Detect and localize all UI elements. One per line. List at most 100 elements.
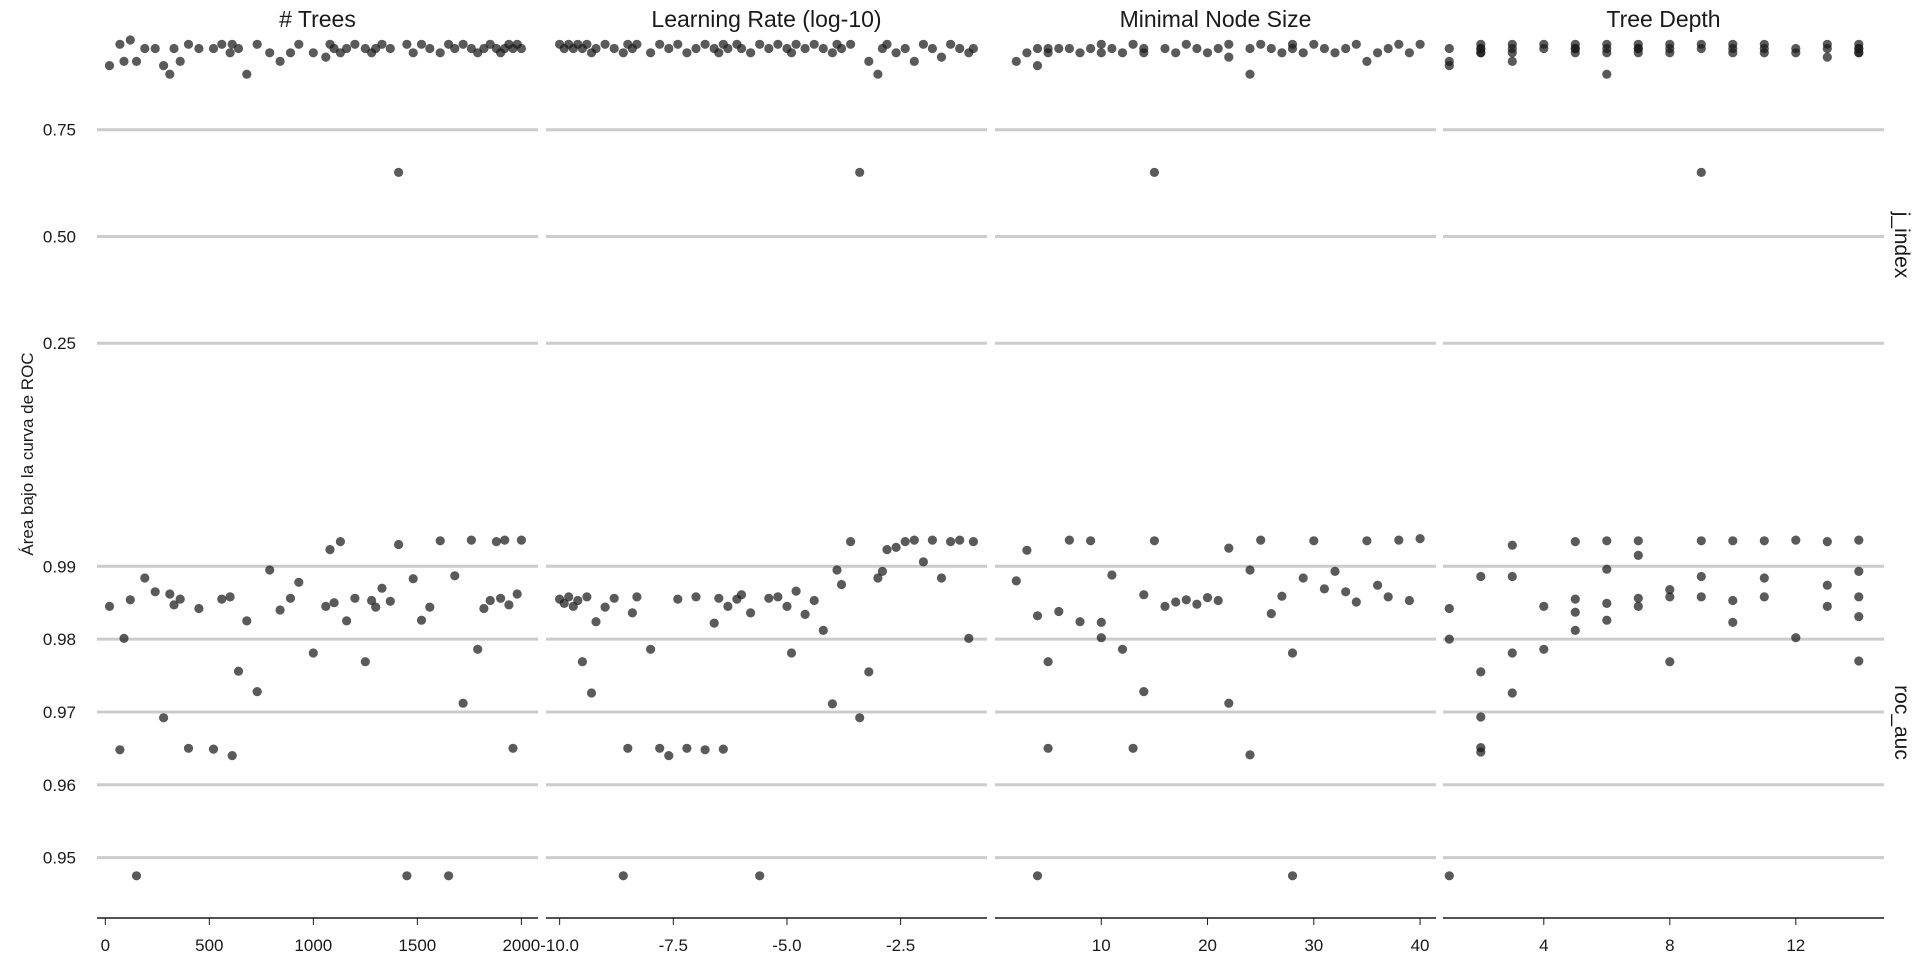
data-point bbox=[1759, 39, 1769, 49]
data-point bbox=[900, 43, 910, 54]
data-point bbox=[1696, 536, 1706, 546]
data-point bbox=[458, 39, 468, 49]
data-point bbox=[1854, 43, 1864, 54]
data-point bbox=[504, 600, 514, 610]
data-point bbox=[1224, 698, 1234, 708]
data-point bbox=[444, 871, 454, 881]
data-point bbox=[1160, 601, 1170, 612]
data-point bbox=[1415, 39, 1425, 49]
data-point bbox=[1696, 39, 1706, 49]
data-point bbox=[1822, 601, 1832, 612]
data-point bbox=[655, 39, 665, 49]
data-point bbox=[1192, 43, 1202, 54]
data-point bbox=[909, 535, 919, 545]
data-point bbox=[1202, 593, 1213, 603]
data-point bbox=[1224, 52, 1234, 62]
data-point bbox=[618, 871, 628, 881]
data-point bbox=[1202, 48, 1213, 58]
data-point bbox=[1224, 543, 1234, 553]
x-tick-label: 4 bbox=[1539, 936, 1548, 955]
data-point bbox=[673, 39, 683, 49]
data-point bbox=[1602, 615, 1612, 625]
data-point bbox=[165, 69, 175, 79]
data-point bbox=[1287, 871, 1298, 881]
data-point bbox=[1107, 570, 1117, 580]
data-point bbox=[1476, 712, 1486, 722]
data-point bbox=[1043, 48, 1053, 58]
data-point bbox=[402, 39, 412, 49]
data-point bbox=[1086, 536, 1096, 546]
data-point bbox=[1602, 69, 1612, 79]
data-point bbox=[1277, 48, 1287, 58]
data-point bbox=[1633, 550, 1643, 561]
data-point bbox=[325, 545, 335, 555]
x-tick-label: 1000 bbox=[294, 936, 332, 955]
data-point bbox=[664, 751, 674, 761]
data-point bbox=[1507, 648, 1517, 658]
data-point bbox=[496, 593, 506, 603]
data-point bbox=[786, 648, 797, 658]
data-point bbox=[321, 601, 331, 612]
data-point bbox=[836, 579, 847, 590]
data-point bbox=[1362, 536, 1372, 546]
data-point bbox=[1570, 537, 1580, 547]
data-point bbox=[371, 602, 381, 612]
data-point bbox=[1181, 595, 1191, 605]
data-point bbox=[1570, 594, 1580, 604]
data-point bbox=[755, 871, 765, 881]
data-point bbox=[329, 598, 339, 608]
data-point bbox=[194, 603, 204, 614]
data-point bbox=[1633, 601, 1643, 612]
data-point bbox=[1476, 747, 1486, 757]
data-point bbox=[125, 35, 135, 45]
data-point bbox=[818, 43, 828, 54]
data-point bbox=[252, 39, 262, 49]
data-point bbox=[1256, 39, 1266, 49]
data-point bbox=[1043, 743, 1053, 753]
data-point bbox=[321, 52, 331, 62]
data-point bbox=[1171, 48, 1181, 58]
data-point bbox=[1341, 43, 1351, 54]
data-point bbox=[946, 537, 956, 547]
data-point bbox=[1394, 39, 1404, 49]
data-point bbox=[208, 43, 219, 54]
data-point bbox=[385, 43, 395, 54]
data-point bbox=[1298, 48, 1308, 58]
data-point bbox=[786, 48, 797, 58]
data-point bbox=[800, 609, 810, 620]
x-tick-label: -7.5 bbox=[659, 936, 688, 955]
data-point bbox=[1444, 43, 1454, 54]
data-point bbox=[265, 48, 275, 58]
data-point bbox=[846, 39, 856, 49]
data-point bbox=[1507, 56, 1517, 66]
data-point bbox=[968, 43, 979, 54]
data-point bbox=[655, 743, 665, 753]
data-point bbox=[1160, 43, 1170, 54]
data-point bbox=[1128, 39, 1138, 49]
data-point bbox=[435, 48, 445, 58]
data-point bbox=[1287, 648, 1298, 658]
data-point bbox=[827, 48, 838, 58]
data-point bbox=[473, 644, 483, 654]
data-point bbox=[275, 605, 285, 615]
data-point bbox=[485, 595, 495, 606]
data-point bbox=[175, 56, 185, 66]
data-point bbox=[491, 537, 501, 547]
data-point bbox=[1404, 48, 1414, 58]
y-tick-label: 0.97 bbox=[43, 703, 76, 722]
data-point bbox=[1665, 585, 1675, 595]
x-tick-label: 10 bbox=[1092, 936, 1111, 955]
data-point bbox=[1064, 535, 1074, 545]
data-point bbox=[1351, 39, 1361, 49]
data-point bbox=[1507, 540, 1517, 550]
data-point bbox=[466, 535, 476, 545]
data-point bbox=[736, 43, 747, 54]
data-point bbox=[1728, 48, 1738, 58]
data-point bbox=[342, 43, 352, 54]
data-point bbox=[294, 577, 304, 587]
row-strip-label: j_index bbox=[1890, 211, 1913, 279]
data-point bbox=[1309, 536, 1319, 546]
data-point bbox=[233, 43, 244, 54]
data-point bbox=[1570, 607, 1580, 617]
